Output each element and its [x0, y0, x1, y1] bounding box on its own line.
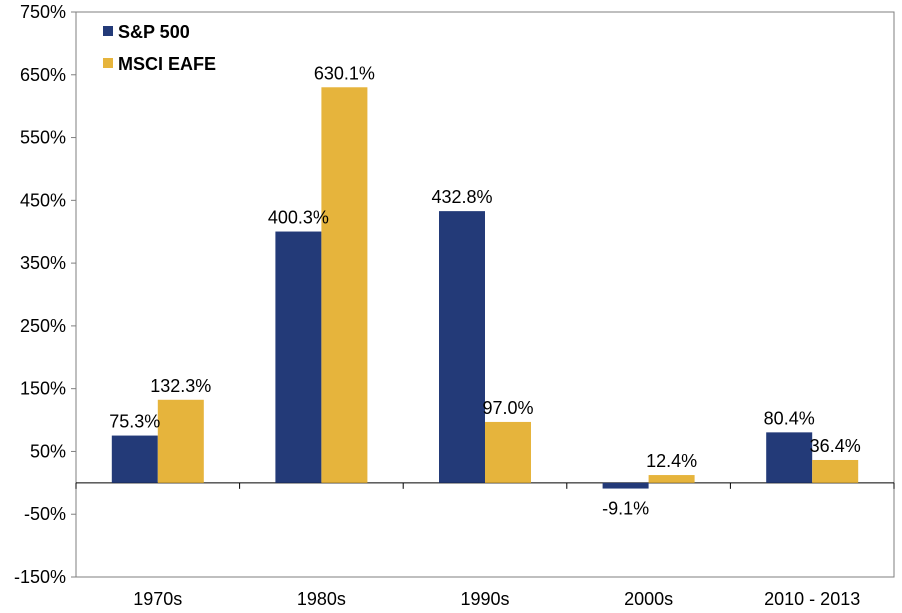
data-label: 400.3% [268, 208, 329, 228]
y-tick-label: 150% [20, 379, 66, 399]
y-tick-label: 450% [20, 190, 66, 210]
bar-sp500-4 [766, 432, 813, 483]
x-tick-label: 1990s [460, 589, 509, 609]
plot-frame [75, 11, 895, 578]
x-tick-label: 2010 - 2013 [764, 589, 860, 609]
x-tick-label: 1980s [297, 589, 346, 609]
data-label: 75.3% [109, 412, 160, 432]
legend-label: MSCI EAFE [118, 54, 216, 74]
data-label: 97.0% [482, 398, 533, 418]
legend-swatch [103, 58, 113, 68]
data-label: 80.4% [764, 408, 815, 428]
legend-swatch [103, 26, 113, 36]
y-tick-label: 50% [30, 441, 66, 461]
data-label: 432.8% [431, 187, 492, 207]
bar-msci-eafe-2 [485, 421, 531, 483]
bar-sp500-3 [602, 482, 649, 489]
data-label: 36.4% [810, 436, 861, 456]
legend-label: S&P 500 [118, 22, 190, 42]
data-labels: 75.3% 400.3% 432.8% -9.1% 80.4% 132.3% 630.1% 9… [109, 63, 860, 518]
y-tick-label: -50% [24, 504, 66, 524]
bar-sp500-2 [439, 211, 485, 483]
x-axis: 1970s 1980s 1990s 2000s 2010 - 2013 [75, 482, 895, 609]
y-tick-label: 650% [20, 65, 66, 85]
y-tick-label: 750% [20, 2, 66, 22]
bar-msci-eafe-0 [157, 399, 204, 483]
y-axis: 750% 650% 550% 450% 350% 250% 150% 50% -50% -150% [14, 2, 76, 587]
data-label: -9.1% [602, 499, 649, 519]
bar-sp500-0 [111, 435, 158, 483]
bar-msci-eafe-1 [321, 87, 368, 483]
y-tick-label: 550% [20, 128, 66, 148]
bar-msci-eafe-3 [648, 475, 695, 483]
y-tick-label: 350% [20, 253, 66, 273]
x-tick-label: 2000s [624, 589, 673, 609]
x-tick-label: 1970s [133, 589, 182, 609]
data-label: 630.1% [314, 63, 375, 83]
bar-series [111, 87, 859, 489]
y-tick-label: 250% [20, 316, 66, 336]
bar-msci-eafe-4 [812, 459, 859, 483]
data-label: 132.3% [150, 376, 211, 396]
legend: S&P 500 MSCI EAFE [103, 22, 216, 74]
bar-sp500-1 [275, 231, 322, 483]
y-tick-label: -150% [14, 567, 66, 587]
data-label: 12.4% [646, 451, 697, 471]
